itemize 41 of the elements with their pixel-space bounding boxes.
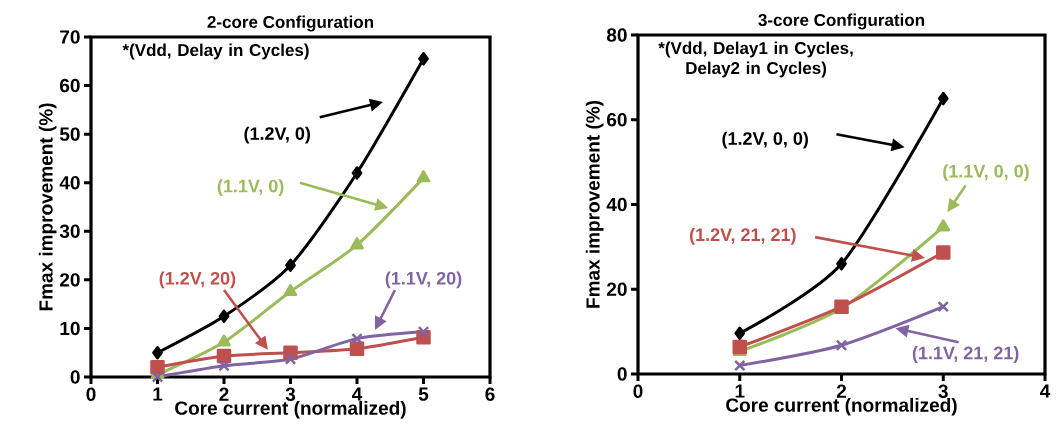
chart-title: 2-core Configuration xyxy=(207,15,374,32)
y-tick-label: 20 xyxy=(59,273,80,287)
y-tick-label: 0 xyxy=(70,370,80,384)
legend-label: (1.2V, 0, 0) xyxy=(722,131,808,149)
x-tick-label: 1 xyxy=(735,384,745,398)
x-tick-label: 0 xyxy=(633,384,643,398)
legend-label: (1.1V, 0) xyxy=(217,179,284,196)
y-tick-label: 60 xyxy=(60,78,80,93)
y-tick-label: 0 xyxy=(617,367,627,381)
annotation: *(Vdd, Delay1 in Cycles, Delay2 in Cycles) xyxy=(658,41,853,78)
x-tick-label: 5 xyxy=(418,387,429,401)
x-tick-label: 2 xyxy=(836,384,847,398)
x-tick-label: 4 xyxy=(1040,384,1051,398)
text: (1.2V, 0) xyxy=(244,126,310,144)
y-tick-label: 80 xyxy=(606,28,627,42)
text: (1.2V, 21, 21) xyxy=(690,227,796,245)
x-tick-label: 6 xyxy=(485,387,495,401)
y-tick-label: 10 xyxy=(60,321,80,336)
y-tick-label: 60 xyxy=(607,113,627,127)
y-tick-label: 20 xyxy=(607,282,627,296)
x-tick-label: 0 xyxy=(86,387,96,401)
x-axis-title: Core current (normalized) xyxy=(726,397,957,416)
x-axis-title: Core current (normalized) xyxy=(175,400,406,419)
text: (1.1V, 0, 0) xyxy=(943,164,1029,182)
annotation: *(Vdd, Delay in Cycles) xyxy=(122,43,309,60)
text: (1.2V, 20) xyxy=(159,271,236,289)
x-tick-label: 1 xyxy=(153,387,163,401)
text: (1.1V, 20) xyxy=(385,271,462,289)
x-tick-label: 3 xyxy=(938,384,948,399)
y-axis-title: Fmax improvement (%) xyxy=(585,100,604,308)
chart-title: 3-core Configuration xyxy=(758,13,925,30)
y-axis-title: Fmax improvement (%) xyxy=(38,103,57,311)
x-tick-label: 2 xyxy=(219,387,229,401)
series-label: (1.1V, 21, 21) xyxy=(912,346,1019,363)
y-tick-label: 50 xyxy=(59,127,80,141)
y-tick-label: 70 xyxy=(60,30,80,44)
y-tick-label: 30 xyxy=(59,224,80,239)
y-tick-label: 40 xyxy=(606,197,627,212)
x-tick-label: 3 xyxy=(285,387,296,402)
y-tick-label: 40 xyxy=(59,175,80,190)
x-tick-label: 4 xyxy=(352,387,363,401)
